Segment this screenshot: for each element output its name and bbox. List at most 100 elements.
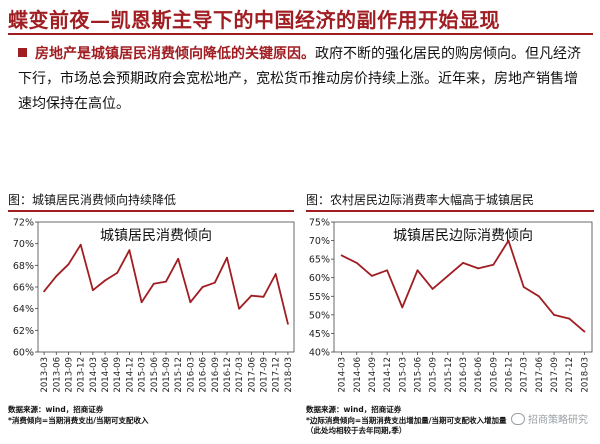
- x-tick-label: 2015-03: [398, 357, 408, 393]
- y-tick-label: 68%: [13, 261, 34, 272]
- y-tick-label: 40%: [309, 348, 330, 359]
- x-tick-label: 2014-06: [101, 357, 111, 393]
- data-point: [431, 287, 434, 290]
- x-tick-label: 2015-09: [429, 357, 439, 393]
- x-tick-label: 2014-12: [125, 357, 135, 393]
- data-point: [416, 269, 419, 272]
- x-tick-label: 2017-06: [247, 357, 257, 393]
- x-tick-label: 2017-12: [272, 357, 282, 393]
- note-left: *消费倾向=当期消费支出/当期可支配收入: [8, 416, 149, 425]
- y-tick-label: 64%: [13, 304, 34, 315]
- source-left: 数据来源：wind，招商证券: [8, 405, 104, 414]
- data-point: [140, 301, 143, 304]
- x-tick-label: 2016-12: [223, 357, 233, 393]
- x-tick-label: 2013-03: [40, 357, 50, 393]
- x-tick-label: 2015-06: [413, 357, 423, 393]
- data-point: [401, 306, 404, 309]
- x-tick-label: 2016-12: [505, 357, 515, 393]
- page-title: 蝶变前夜—凯恩斯主导下的中国经济的副作用开始显现: [8, 8, 500, 32]
- data-point: [128, 249, 131, 252]
- y-tick-label: 66%: [13, 283, 34, 294]
- x-tick-label: 2017-03: [235, 357, 245, 393]
- bullet-text: 政府不断的强化居民的购房倾向。但凡经济下行，市场总会预期政府会宽松地产，宽松货币…: [18, 46, 581, 112]
- chart-right: 城镇居民边际消费倾向 40% 45% 50% 55% 60% 65% 70% 75% 2014-0…: [304, 214, 596, 404]
- x-tick-label: 2015-09: [162, 357, 172, 393]
- x-tick-label: 2018-03: [580, 357, 590, 393]
- data-point: [583, 330, 586, 333]
- data-point: [55, 275, 58, 278]
- data-point: [537, 295, 540, 298]
- x-tick-label: 2016-06: [474, 357, 484, 393]
- chart-right-svg: 城镇居民边际消费倾向 40% 45% 50% 55% 60% 65% 70% 75% 2014-0…: [309, 218, 593, 393]
- data-point: [67, 263, 70, 266]
- data-point: [116, 272, 119, 274]
- x-tick-label: 2014-09: [113, 357, 123, 393]
- data-point: [492, 263, 495, 266]
- figure-divider-left: [8, 210, 294, 212]
- bullet-highlight: 房地产是城镇居民消费倾向降低的关键原因。: [35, 46, 315, 62]
- bullet-paragraph: 房地产是城镇居民消费倾向降低的关键原因。政府不断的强化居民的购房倾向。但凡经济下…: [18, 42, 588, 117]
- x-tick-label: 2016-09: [489, 357, 499, 393]
- data-point: [371, 274, 373, 277]
- data-point: [287, 322, 289, 325]
- x-tick-label: 2016-06: [199, 357, 209, 393]
- data-point: [177, 257, 180, 260]
- y-tick-label: 70%: [13, 239, 34, 250]
- data-point: [201, 286, 204, 288]
- x-tick-label: 2017-09: [550, 357, 560, 393]
- data-point: [522, 286, 525, 288]
- x-tick-label: 2014-06: [353, 357, 363, 393]
- data-point: [446, 274, 449, 277]
- x-tick-label: 2014-03: [89, 357, 99, 393]
- chart-title: 城镇居民消费倾向: [100, 228, 212, 244]
- data-point: [213, 281, 216, 284]
- x-tick-label: 2017-03: [520, 357, 530, 393]
- data-point: [104, 279, 106, 282]
- x-tick-label: 2014-09: [368, 357, 378, 393]
- data-point: [462, 261, 464, 264]
- x-tick-label: 2013-12: [77, 357, 87, 393]
- y-tick-label: 55%: [309, 292, 330, 303]
- x-tick-label: 2015-06: [150, 357, 160, 393]
- y-tick-label: 75%: [309, 218, 330, 229]
- x-tick-label: 2015-12: [444, 357, 454, 393]
- chart-title: 城镇居民边际消费倾向: [393, 228, 533, 244]
- data-point: [43, 290, 45, 293]
- x-tick-label: 2017-12: [565, 357, 575, 393]
- x-tick-label: 2016-09: [211, 357, 221, 393]
- chart-left: 城镇居民消费倾向 60% 62% 64% 66% 68% 70% 72% 2013-03 2013…: [8, 214, 298, 404]
- data-point: [553, 313, 555, 316]
- x-tick-label: 2015-03: [138, 357, 148, 393]
- data-point: [340, 254, 343, 257]
- y-tick-label: 45%: [309, 329, 330, 340]
- data-point: [91, 289, 94, 292]
- figure-label-left: 图：城镇居民消费倾向持续降低: [8, 193, 177, 207]
- data-point: [477, 267, 480, 270]
- watermark: 招商策略研究: [511, 411, 588, 426]
- figure-divider-right: [306, 210, 594, 212]
- data-point: [79, 243, 82, 246]
- y-tick-label: 60%: [309, 273, 330, 284]
- wechat-icon: [511, 413, 525, 425]
- x-tick-label: 2016-03: [459, 357, 469, 393]
- note-right: *边际消费倾向=当期消费支出增加量/当期可支配收入增加量（此处均相较于去年同期,…: [306, 416, 507, 435]
- data-point: [355, 261, 358, 264]
- y-tick-label: 70%: [309, 236, 330, 247]
- x-tick-label: 2014-03: [338, 357, 348, 393]
- x-tick-label: 2015-12: [174, 357, 184, 393]
- data-point: [262, 295, 265, 298]
- x-tick-label: 2017-06: [535, 357, 545, 393]
- y-tick-label: 50%: [309, 310, 330, 321]
- series-line: [341, 239, 585, 333]
- x-tick-label: 2018-03: [284, 357, 294, 393]
- watermark-text: 招商策略研究: [528, 415, 588, 426]
- series-line: [43, 243, 289, 325]
- data-point: [274, 273, 277, 275]
- x-tick-label: 2013-09: [64, 357, 74, 393]
- data-point: [152, 282, 155, 285]
- data-point: [226, 256, 228, 259]
- data-point: [189, 301, 192, 304]
- y-tick-label: 62%: [13, 326, 34, 337]
- source-right: 数据来源：wind，招商证券: [306, 405, 402, 414]
